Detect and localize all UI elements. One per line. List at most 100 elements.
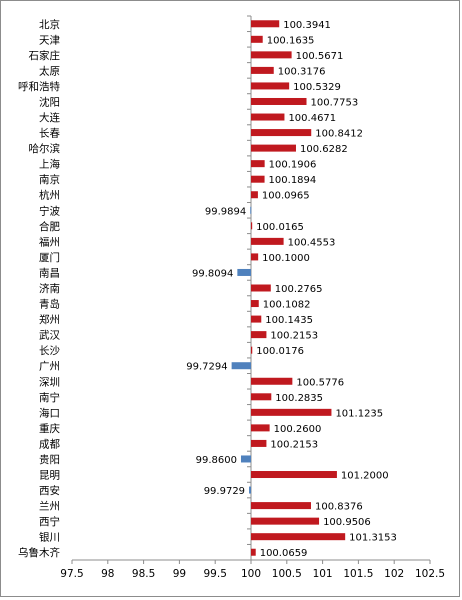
bar [251,97,307,105]
category-label: 石家庄 [29,49,61,62]
bar [251,502,311,510]
bar [251,222,253,230]
x-tick-label: 100 [241,568,261,580]
category-label: 贵阳 [39,453,60,466]
x-tick-labels: 97.5 98 98.5 99 99.5 100 100.5 101 101.5 102 102.5 [60,568,445,580]
x-tick-label: 98.5 [132,568,155,580]
category-label: 大连 [39,111,60,124]
x-tick-label: 98 [101,568,114,580]
category-label: 西宁 [39,515,60,528]
data-label: 100.0165 [256,222,304,233]
bar [251,408,332,416]
bar [251,175,265,183]
data-label: 100.1635 [267,35,315,46]
data-label: 100.8376 [315,502,363,513]
bar [251,113,285,121]
x-tick-label: 97.5 [60,568,83,580]
category-label: 呼和浩特 [18,81,60,93]
bar [251,517,320,525]
data-label: 100.2765 [275,284,323,295]
bar [240,455,251,463]
data-label: 100.4671 [288,113,336,124]
category-label: 南宁 [39,391,60,404]
category-label: 青岛 [39,298,60,311]
data-label: 100.9506 [323,517,371,528]
category-label: 南京 [39,173,60,186]
bar [251,82,290,90]
x-tick-label: 102.5 [415,568,445,580]
bar [251,300,259,308]
category-label: 深圳 [39,376,60,388]
category-label: 广州 [39,361,60,373]
data-label: 100.1435 [265,315,313,326]
data-label: 99.8600 [196,455,237,466]
bar [251,66,274,74]
data-label: 100.4553 [288,237,336,248]
category-label: 天津 [39,34,60,46]
category-label: 宁波 [39,204,60,217]
data-label: 100.0965 [262,191,310,202]
data-label: 100.1000 [262,253,310,264]
x-tick-label: 101 [313,568,333,580]
category-label: 郑州 [39,313,60,326]
data-label: 100.1894 [269,175,317,186]
bar [251,377,293,385]
category-label: 南昌 [39,266,60,279]
x-tick-label: 102 [384,568,404,580]
category-label: 乌鲁木齐 [18,546,60,559]
data-label: 100.2153 [270,439,318,450]
bar [231,362,251,370]
data-label: 100.8412 [315,129,363,140]
data-label: 100.2600 [274,424,322,435]
bar [251,51,292,59]
data-label: 100.6282 [300,144,348,155]
data-label: 100.1082 [263,300,311,311]
x-tick-label: 101.5 [343,568,373,580]
data-label: 99.7294 [186,362,227,373]
bar [251,315,262,323]
category-label: 杭州 [39,189,60,202]
category-label: 北京 [39,18,60,31]
category-label: 海口 [39,406,60,419]
data-label: 101.1235 [335,408,383,419]
data-label: 100.7753 [311,97,359,108]
data-label: 100.0659 [260,548,308,559]
data-label: 101.3153 [349,533,397,544]
data-label: 100.5776 [296,377,344,388]
category-label: 长春 [39,128,60,140]
bar [251,144,296,152]
x-tick-label: 100.5 [272,568,302,580]
bar [251,129,312,137]
category-label: 成都 [39,438,60,450]
data-label: 100.3941 [283,20,331,31]
bar [251,20,280,28]
bar [251,160,265,168]
bar [249,486,251,494]
category-label: 济南 [39,282,60,295]
category-label: 哈尔滨 [29,142,61,155]
data-label: 100.5671 [296,51,344,62]
x-tick-label: 99.5 [204,568,227,580]
data-labels: 100.3941 100.1635 100.5671 100.3176 100.5329… [186,20,397,559]
bar [237,268,251,276]
category-label: 长沙 [39,345,60,357]
data-label: 99.9894 [205,206,246,217]
bar [251,331,267,339]
bar [251,424,270,432]
data-label: 101.2000 [341,471,389,482]
bar [251,191,258,199]
bar [251,533,346,541]
category-label: 合肥 [39,220,60,233]
category-labels: 北京天津石家庄太原呼和浩特沈阳大连长春哈尔滨上海南京杭州宁波合肥福州厦门南昌济南… [18,18,60,559]
bar [251,471,337,479]
bar [250,206,252,214]
data-label: 100.0176 [256,346,304,357]
axes [71,15,431,564]
data-label: 100.5329 [293,82,341,93]
category-label: 西安 [39,484,60,497]
bar [251,346,253,354]
category-label: 银川 [39,531,60,544]
data-label: 99.9729 [204,486,245,497]
